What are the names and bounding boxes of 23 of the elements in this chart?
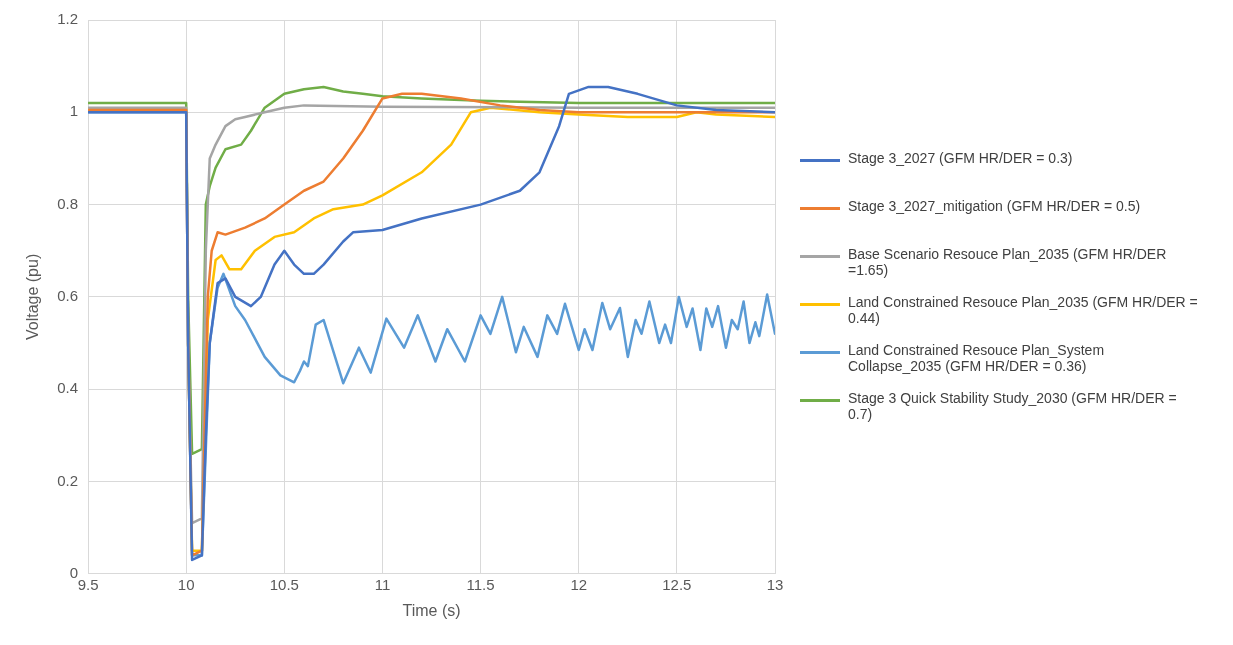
y-tick-label: 1.2 [57,10,79,28]
y-axis-title: Voltage (pu) [24,253,42,341]
legend-label: Land Constrained Resouce Plan_2035 (GFM HR/DER = 0.44) [848,294,1199,326]
legend-label: Stage 3_2027 (GFM HR/DER = 0.3) [848,150,1073,166]
x-tick-label: 9.5 [77,575,99,593]
legend-label: Land Constrained Resouce Plan_System Collapse_2035 (GFM HR/DER = 0.36) [848,342,1106,374]
y-tick-label: 0.4 [57,379,79,397]
x-tick-label: 13 [766,575,784,593]
legend-label: Stage 3 Quick Stability Study_2030 (GFM HR/DER = 0.7) [848,390,1178,422]
y-tick-label: 0.2 [57,471,79,489]
y-tick-label: 0 [69,563,79,581]
legend-label: Base Scenario Resouce Plan_2035 (GFM HR/DER =1.65) [848,246,1168,278]
x-axis-title: Time (s) [402,601,461,619]
y-tick-label: 0.8 [57,194,79,212]
x-tick-label: 11 [374,575,391,593]
x-tick-label: 12 [570,575,588,593]
x-tick-label: 10 [177,575,195,593]
x-tick-label: 11.5 [466,575,495,593]
x-tick-label: 12.5 [662,575,692,593]
legend-label: Stage 3_2027_mitigation (GFM HR/DER = 0.5) [848,198,1141,214]
y-tick-label: 0.6 [57,287,79,305]
y-tick-label: 1 [69,102,79,120]
x-tick-label: 10.5 [269,575,299,593]
